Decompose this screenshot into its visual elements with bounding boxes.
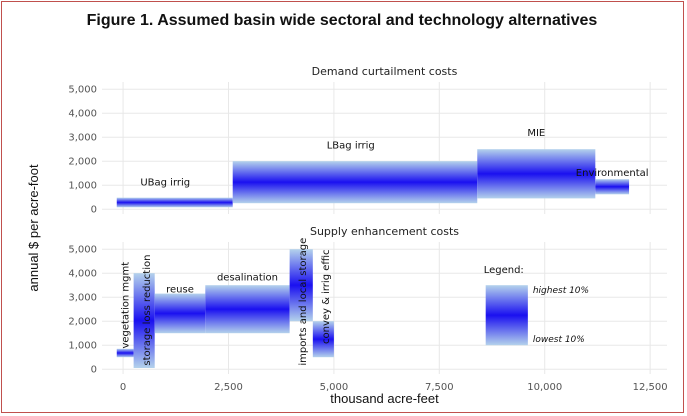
y-tick-label: 4,000	[68, 109, 97, 120]
x-tick-label: 7,500	[425, 382, 454, 393]
cost-band-0	[116, 197, 233, 208]
y-tick-label: 4,000	[68, 269, 97, 280]
y-tick-label: 1,000	[68, 341, 97, 352]
supply-panel-title: Supply enhancement costs	[310, 225, 459, 238]
x-tick-label: 12,500	[633, 382, 668, 393]
y-tick-label: 1,000	[68, 181, 97, 192]
demand-panel-title: Demand curtailment costs	[312, 65, 458, 78]
cost-band-2	[477, 149, 596, 199]
y-axis-title: annual $ per acre-foot	[26, 164, 41, 292]
demand-bar-label: LBag irrig	[327, 141, 375, 152]
supply-panel: 0 1,000 2,000 3,000 4,000 5,000 0 2,500 5,000 7,5…	[68, 238, 667, 393]
legend-title: Legend:	[484, 265, 524, 276]
y-tick-label: 2,000	[68, 157, 97, 168]
x-tick-label: 10,000	[527, 382, 562, 393]
demand-panel: 0 1,000 2,000 3,000 4,000 5,000 UBag irrig LBag…	[68, 82, 667, 216]
cost-band-4	[289, 249, 313, 322]
cost-band-2	[154, 293, 206, 334]
cost-band-3	[205, 285, 290, 334]
cost-band-1	[232, 161, 478, 204]
y-tick-label: 5,000	[68, 85, 97, 96]
demand-bar-label: MIE	[527, 128, 545, 139]
y-tick-label: 2,000	[68, 317, 97, 328]
x-tick-label: 5,000	[320, 382, 349, 393]
cost-band-3	[595, 179, 630, 195]
supply-bar-label: storage loss reduction	[142, 255, 153, 366]
x-axis-title: thousand acre-feet	[330, 391, 439, 406]
y-tick-label: 0	[91, 205, 97, 216]
cost-band-1	[133, 273, 155, 368]
legend-low-label: lowest 10%	[533, 335, 585, 345]
supply-bar-label: reuse	[166, 284, 194, 295]
supply-bar-label: imports and local storage	[298, 238, 309, 366]
figure-title: Figure 1. Assumed basin wide sectoral an…	[87, 12, 598, 29]
y-tick-label: 5,000	[68, 245, 97, 256]
supply-bar-label: desalination	[217, 272, 278, 283]
x-tick-label: 2,500	[214, 382, 243, 393]
y-tick-label: 3,000	[68, 293, 97, 304]
supply-bar-label: vegetation mgmt	[121, 262, 132, 349]
y-tick-label: 0	[91, 365, 97, 376]
demand-bar-label: UBag irrig	[140, 178, 190, 189]
cost-band-0	[116, 348, 134, 358]
x-tick-label: 0	[120, 382, 126, 393]
supply-bar-label: convey & irrig effic	[321, 249, 332, 344]
legend-swatch	[485, 285, 528, 346]
legend-high-label: highest 10%	[533, 286, 589, 296]
cost-band-5	[312, 321, 334, 358]
demand-bar-label: Environmental	[576, 168, 649, 179]
y-tick-label: 3,000	[68, 133, 97, 144]
